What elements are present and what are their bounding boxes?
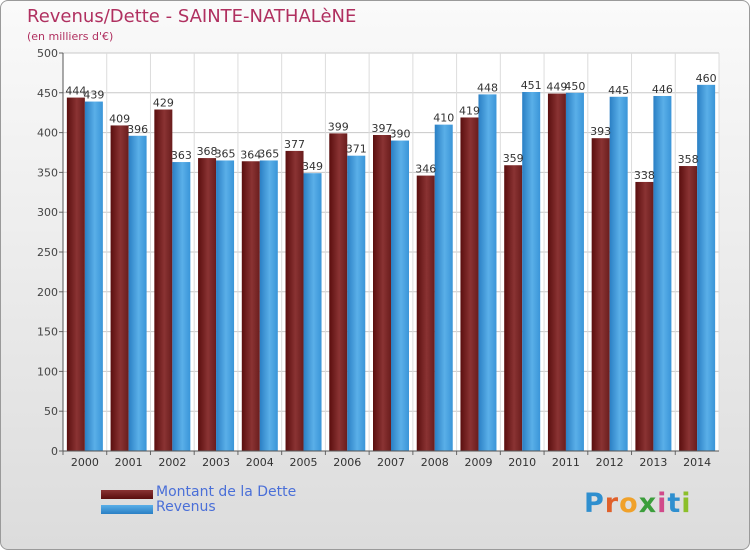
legend-swatch-dette [101, 490, 153, 499]
y-tick-label: 50 [44, 405, 58, 418]
proxiti-logo: Proxiti [584, 488, 692, 519]
bar-revenus [259, 160, 278, 451]
data-label: 338 [634, 169, 655, 182]
data-label: 409 [109, 112, 130, 125]
bar-dette [504, 165, 523, 451]
y-tick-label: 0 [51, 445, 58, 458]
bar-dette [679, 166, 698, 452]
y-tick-label: 300 [37, 206, 58, 219]
bar-revenus [565, 92, 584, 452]
chart-title: Revenus/Dette - SAINTE-NATHALèNE [27, 6, 357, 27]
data-label: 439 [83, 89, 104, 102]
y-tick-label: 400 [37, 127, 58, 140]
x-tick-label: 2008 [421, 456, 449, 469]
data-label: 450 [564, 80, 585, 93]
x-tick-label: 2004 [246, 456, 274, 469]
x-tick-label: 2010 [508, 456, 536, 469]
x-tick-label: 2013 [639, 456, 667, 469]
legend-label-dette: Montant de la Dette [156, 484, 297, 500]
y-tick-label: 450 [37, 87, 58, 100]
bar-revenus [609, 96, 628, 451]
x-tick-label: 2005 [290, 456, 318, 469]
data-label: 365 [258, 147, 279, 160]
bar-revenus [653, 95, 672, 451]
x-tick-label: 2003 [202, 456, 230, 469]
x-tick-label: 2012 [596, 456, 624, 469]
data-label: 358 [678, 153, 699, 166]
data-label: 444 [65, 85, 86, 98]
data-label: 390 [390, 128, 411, 141]
bar-dette [110, 125, 129, 451]
data-label: 396 [127, 123, 148, 136]
data-label: 451 [521, 79, 542, 92]
bar-dette [285, 150, 304, 451]
x-tick-label: 2006 [333, 456, 361, 469]
data-label: 363 [171, 149, 192, 162]
y-tick-label: 250 [37, 246, 58, 259]
data-label: 410 [433, 112, 454, 125]
data-label: 371 [346, 143, 367, 156]
data-label: 349 [302, 160, 323, 173]
data-label: 364 [240, 148, 261, 161]
axes-group: 0 50 100 150 200 250 300 350 400 450 500 2000 2001 20… [37, 47, 719, 469]
legend-label-revenus: Revenus [156, 499, 216, 515]
bar-revenus [478, 94, 497, 451]
legend-swatch-revenus [101, 505, 153, 514]
bar-dette [241, 161, 260, 452]
x-tick-label: 2009 [464, 456, 492, 469]
data-label: 368 [197, 145, 218, 158]
bars-group [66, 84, 716, 452]
bar-dette [329, 133, 348, 451]
bar-revenus [84, 101, 103, 451]
data-label: 445 [608, 84, 629, 97]
x-tick-label: 2007 [377, 456, 405, 469]
bar-dette [154, 109, 173, 452]
bar-dette [635, 181, 654, 451]
bar-dette [547, 93, 566, 451]
x-tick-label: 2011 [552, 456, 580, 469]
data-label: 429 [153, 97, 174, 110]
y-tick-label: 100 [37, 365, 58, 378]
data-label: 399 [328, 120, 349, 133]
bar-revenus [128, 135, 147, 451]
bar-revenus [347, 155, 366, 451]
bar-dette [591, 138, 610, 451]
data-label: 446 [652, 83, 673, 96]
y-tick-label: 150 [37, 326, 58, 339]
y-tick-label: 200 [37, 286, 58, 299]
data-label: 359 [503, 152, 524, 165]
data-label: 449 [546, 81, 567, 94]
data-label: 346 [415, 163, 436, 176]
data-label: 419 [459, 104, 480, 117]
y-tick-label: 500 [37, 47, 58, 60]
bar-revenus [434, 124, 453, 451]
bar-revenus [172, 162, 191, 451]
bar-dette [416, 175, 435, 452]
bar-dette [198, 158, 217, 451]
data-label: 365 [215, 147, 236, 160]
bar-dette [66, 97, 85, 452]
bar-revenus [216, 160, 235, 451]
x-tick-label: 2014 [683, 456, 711, 469]
data-label: 393 [590, 125, 611, 138]
bar-revenus [303, 173, 322, 452]
y-tick-label: 350 [37, 166, 58, 179]
data-label: 397 [372, 122, 393, 135]
bar-revenus [697, 84, 716, 451]
data-label: 448 [477, 81, 498, 94]
data-label: 460 [696, 72, 717, 85]
data-label: 377 [284, 138, 305, 151]
bar-dette [460, 117, 479, 451]
bar-revenus [522, 92, 541, 451]
bar-dette [373, 134, 391, 451]
x-tick-label: 2001 [115, 456, 143, 469]
bar-revenus [391, 140, 409, 451]
x-tick-label: 2000 [71, 456, 99, 469]
x-tick-label: 2002 [158, 456, 186, 469]
chart-subtitle: (en milliers d'€) [27, 30, 114, 43]
